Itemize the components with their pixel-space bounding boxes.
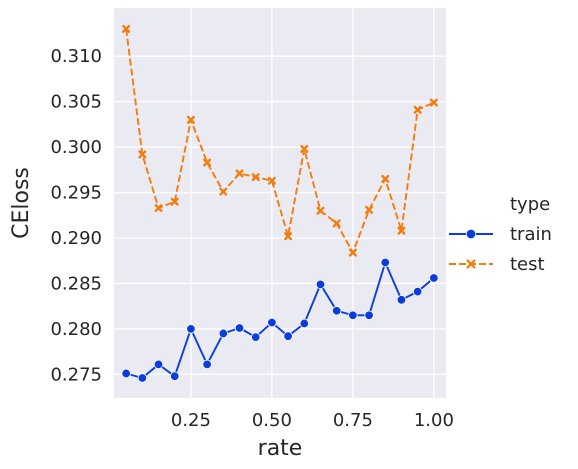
data-point-train <box>348 310 358 320</box>
y-tick-label: 0.295 <box>50 183 102 204</box>
data-point-test <box>300 144 309 153</box>
data-point-train <box>465 228 477 240</box>
grid <box>114 8 446 398</box>
data-point-test <box>267 176 276 185</box>
legend-label-test: test <box>510 254 545 275</box>
y-tick-label: 0.280 <box>50 319 102 340</box>
y-tick-label: 0.310 <box>50 46 102 67</box>
data-point-test <box>365 205 374 214</box>
data-point-test <box>413 105 422 114</box>
tick-labels: 0.275 0.280 0.285 0.290 0.295 0.300 0.305 0.310… <box>50 46 453 431</box>
y-tick-label: 0.305 <box>50 92 102 113</box>
data-point-train <box>153 359 164 370</box>
x-tick-label: 0.25 <box>171 410 211 431</box>
data-point-train <box>121 368 131 379</box>
data-point-train <box>299 318 309 329</box>
y-axis-label: CEloss <box>9 167 34 239</box>
data-point-train <box>234 323 245 333</box>
plot-area <box>114 8 446 398</box>
data-point-test <box>170 197 179 206</box>
y-tick-label: 0.275 <box>50 364 102 385</box>
data-point-test <box>122 24 131 33</box>
y-tick-label: 0.300 <box>50 137 102 158</box>
x-tick-label: 1.00 <box>414 410 454 431</box>
series-test <box>122 24 438 257</box>
data-point-test <box>429 98 438 107</box>
series-layer <box>121 24 439 383</box>
data-point-test <box>332 219 341 228</box>
y-tick-label: 0.285 <box>50 273 102 294</box>
data-point-train <box>137 373 148 383</box>
data-point-test <box>284 232 293 241</box>
data-point-train <box>202 359 212 370</box>
data-point-train <box>218 328 229 339</box>
data-point-train <box>186 324 196 334</box>
data-point-train <box>429 273 439 283</box>
legend-item-train: train <box>449 224 552 245</box>
legend-items: train test <box>449 224 552 275</box>
data-point-test <box>381 174 390 183</box>
data-point-test <box>348 248 357 257</box>
data-point-test <box>316 206 325 215</box>
y-tick-label: 0.290 <box>50 228 102 249</box>
data-point-train <box>251 332 261 342</box>
data-point-train <box>170 371 180 381</box>
series-line-test <box>125 28 435 254</box>
series-train <box>121 257 439 383</box>
data-point-test <box>251 173 260 182</box>
data-point-train <box>364 310 374 320</box>
data-point-train <box>331 306 342 316</box>
x-tick-label: 0.50 <box>252 410 292 431</box>
legend-item-test: test <box>449 254 545 275</box>
data-point-train <box>380 257 390 268</box>
data-point-test <box>219 187 228 196</box>
x-tick-label: 0.75 <box>333 410 373 431</box>
data-point-train <box>412 286 423 297</box>
data-point-test <box>203 158 212 167</box>
data-point-test <box>397 226 406 235</box>
data-point-train <box>396 295 407 305</box>
data-point-train <box>267 317 277 328</box>
data-point-train <box>315 279 326 290</box>
data-point-test <box>186 115 195 124</box>
x-axis-label: rate <box>258 436 303 461</box>
legend: type train test <box>449 194 552 275</box>
data-point-test <box>466 259 476 269</box>
data-point-train <box>283 331 293 341</box>
data-point-test <box>235 169 244 178</box>
data-point-test <box>138 150 147 159</box>
series-line-train <box>125 261 435 379</box>
data-point-test <box>154 204 163 212</box>
legend-title: type <box>510 194 550 215</box>
legend-label-train: train <box>510 224 552 245</box>
